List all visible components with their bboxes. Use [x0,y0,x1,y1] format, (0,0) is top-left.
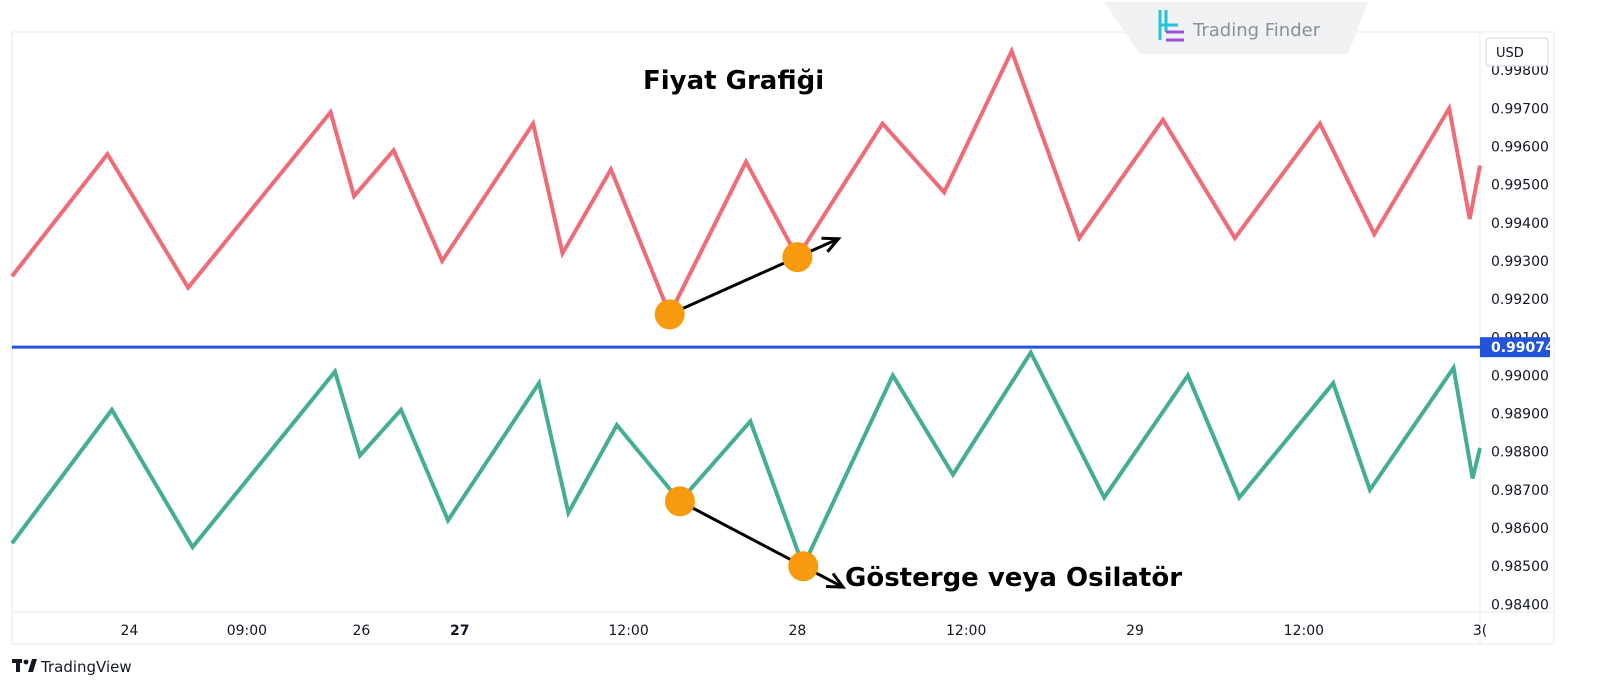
arrow-head-icon [821,236,842,253]
y-tick-label: 0.99800 [1491,63,1549,79]
currency-unit-label: USD [1496,46,1524,61]
y-tick-label: 0.98400 [1491,597,1549,613]
y-tick-label: 0.98500 [1491,559,1549,575]
pivot-marker [788,551,819,582]
y-tick-label: 0.99400 [1491,216,1549,232]
x-tick-label: 27 [450,623,469,639]
oscillator-series-line [10,348,1482,572]
x-tick-label: 24 [121,623,139,639]
currency-unit-box[interactable]: USD [1485,37,1549,67]
trading-finder-logo-icon [1158,10,1184,42]
x-tick-label: 3( [1473,623,1487,639]
divergence-arrow-line [679,500,844,589]
y-axis-ticks: 0.99800 0.99700 0.99600 0.99500 0.99400 0.993… [1491,63,1549,613]
x-tick-label: 12:00 [1284,623,1324,639]
x-tick-label: 29 [1126,623,1144,639]
y-tick-label: 0.99700 [1491,101,1549,117]
pivot-marker [664,486,695,517]
watermark-badge: Trading Finder [1104,2,1368,54]
y-tick-label: 0.99000 [1491,368,1549,384]
current-price-value: 0.99074 [1491,340,1555,356]
y-tick-label: 0.98800 [1491,445,1549,461]
pivot-marker [782,242,813,273]
price-series-line [10,45,1482,320]
tradingview-brand: TradingView [12,658,132,676]
watermark-text: Trading Finder [1192,20,1321,41]
divergence-annotations [654,236,847,589]
x-tick-label: 28 [788,623,806,639]
x-tick-label: 26 [352,623,370,639]
pivot-marker [654,299,685,330]
x-axis-ticks: 24 09:00 26 27 12:00 28 12:00 29 12:00 3( [121,623,1488,639]
divergence-arrow-line [669,237,840,316]
y-tick-label: 0.99300 [1491,254,1549,270]
plot-frame [11,31,1555,645]
price-chart-title: Fiyat Grafiği [643,66,824,96]
y-tick-label: 0.99200 [1491,292,1549,308]
y-tick-label: 0.98700 [1491,483,1549,499]
tradingview-label: TradingView [40,658,132,676]
tradingview-logo-icon [12,659,37,672]
x-tick-label: 12:00 [608,623,648,639]
y-tick-label: 0.98600 [1491,521,1549,537]
y-tick-label: 0.98900 [1491,407,1549,423]
x-tick-label: 12:00 [946,623,986,639]
x-tick-label: 09:00 [227,623,267,639]
y-tick-label: 0.99600 [1491,139,1549,155]
oscillator-title: Gösterge veya Osilatör [845,563,1182,593]
current-price-label: 0.99074 [1480,337,1555,358]
y-tick-label: 0.99500 [1491,178,1549,194]
arrow-head-icon [826,572,847,589]
